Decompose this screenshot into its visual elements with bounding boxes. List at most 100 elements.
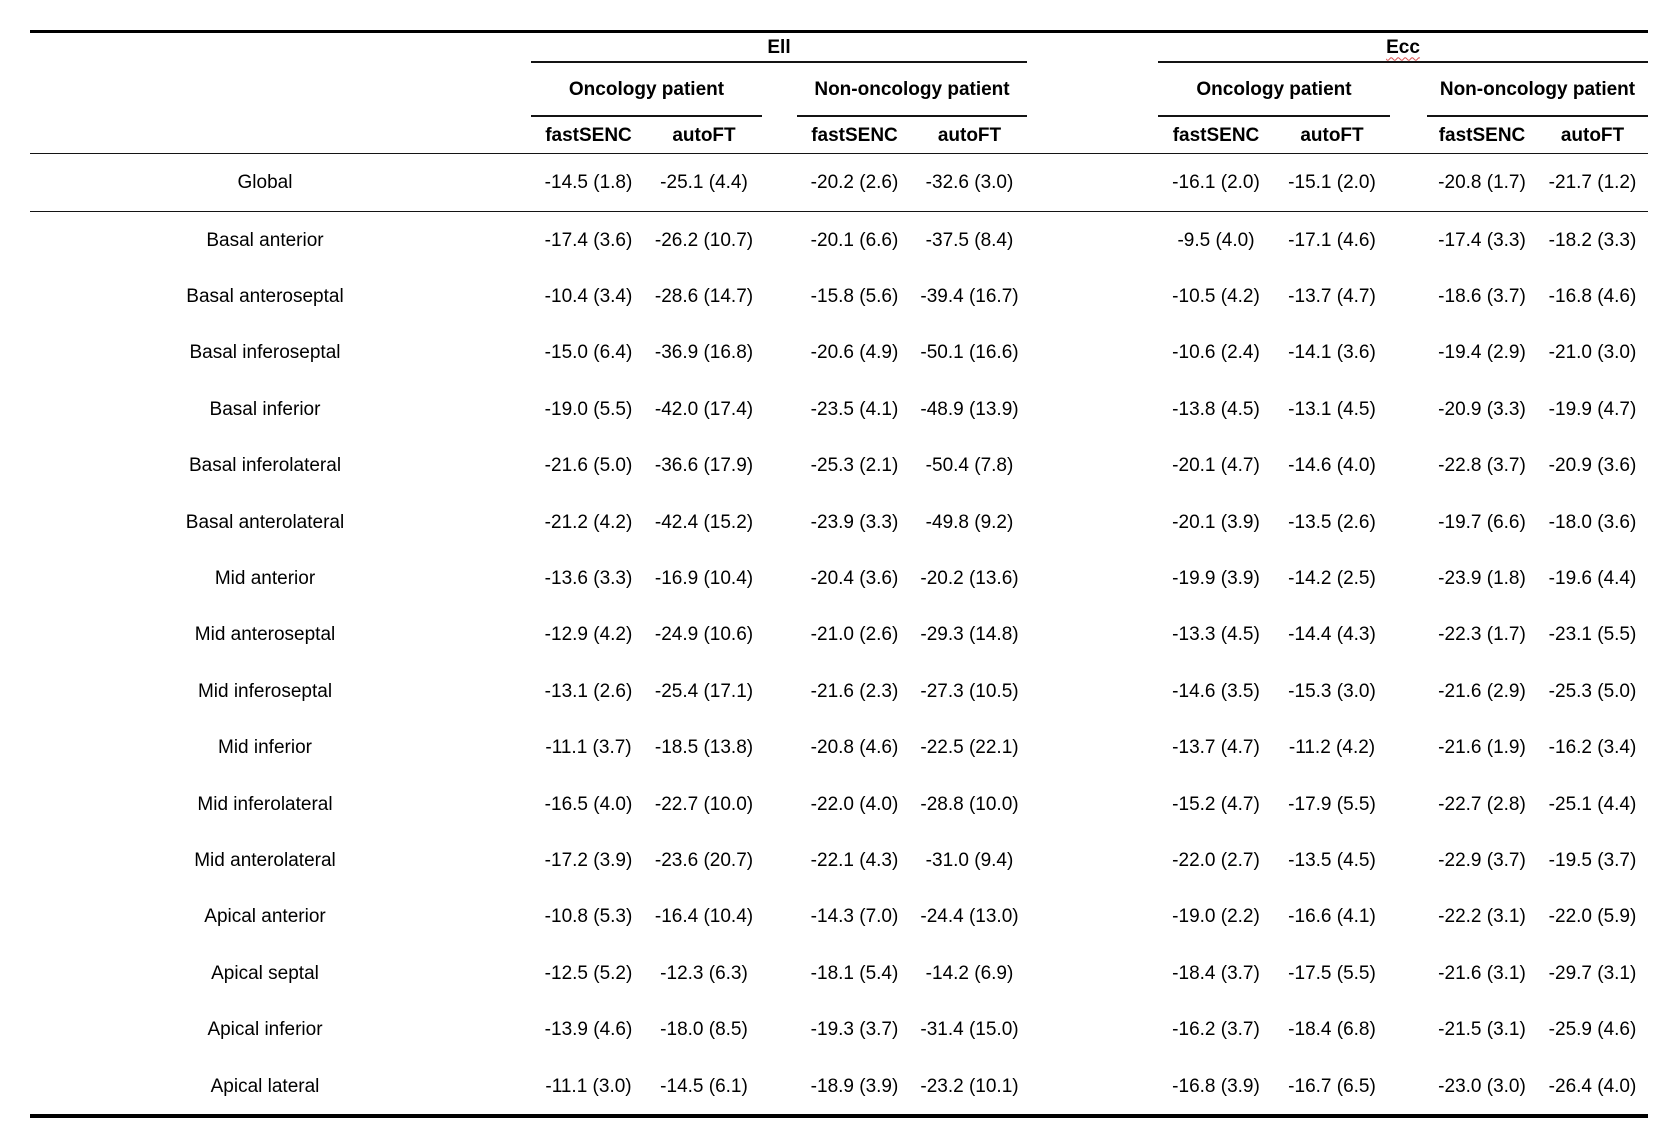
value-cell: -21.6 (1.9) (1438, 737, 1526, 759)
row-label: Mid inferoseptal (197, 680, 333, 702)
value-cell: -17.9 (5.5) (1288, 793, 1376, 815)
table-row: Basal inferolateral -21.6 (5.0) -36.6 (1… (30, 438, 1648, 494)
value-cell: -15.1 (2.0) (1288, 172, 1376, 193)
row-label: Apical septal (211, 962, 319, 984)
value-cell: -19.9 (3.9) (1172, 568, 1260, 590)
value-cell: -14.6 (4.0) (1288, 455, 1376, 477)
value-cell: -13.7 (4.7) (1172, 737, 1260, 759)
table-body: Global -14.5 (1.8) -25.1 (4.4) -20.2 (2.… (30, 154, 1648, 1114)
col-method-fastsenc: fastSENC (1172, 124, 1260, 146)
value-cell: -24.4 (13.0) (920, 906, 1019, 928)
row-label: Basal inferior (209, 398, 321, 420)
value-cell: -16.1 (2.0) (1172, 172, 1260, 193)
value-cell: -22.0 (5.9) (1548, 906, 1637, 928)
value-cell: -27.3 (10.5) (920, 680, 1019, 702)
row-label: Global (237, 172, 293, 193)
row-label: Apical anterior (204, 906, 326, 928)
value-cell: -23.6 (20.7) (654, 849, 754, 871)
value-cell: -16.2 (3.4) (1548, 737, 1637, 759)
row-label: Mid anteroseptal (194, 624, 336, 646)
value-cell: -22.3 (1.7) (1438, 624, 1526, 646)
table-row: Mid inferoseptal -13.1 (2.6) -25.4 (17.1… (30, 663, 1648, 719)
value-cell: -14.2 (2.5) (1288, 568, 1376, 590)
value-cell: -25.3 (5.0) (1548, 680, 1637, 702)
value-cell: -19.0 (5.5) (544, 398, 633, 420)
value-cell: -20.1 (6.6) (810, 229, 899, 251)
value-cell: -21.7 (1.2) (1548, 172, 1637, 193)
value-cell: -21.6 (2.3) (810, 680, 899, 702)
value-cell: -14.4 (4.3) (1288, 624, 1376, 646)
table-row: Mid anterolateral -17.2 (3.9) -23.6 (20.… (30, 832, 1648, 888)
value-cell: -17.4 (3.6) (544, 229, 633, 251)
value-cell: -16.8 (4.6) (1548, 286, 1637, 308)
value-cell: -21.6 (2.9) (1438, 680, 1526, 702)
value-cell: -32.6 (3.0) (925, 172, 1014, 193)
value-cell: -23.0 (3.0) (1438, 1075, 1526, 1097)
value-cell: -18.6 (3.7) (1438, 286, 1526, 308)
value-cell: -14.1 (3.6) (1288, 342, 1376, 364)
value-cell: -20.9 (3.6) (1548, 455, 1637, 477)
value-cell: -19.5 (3.7) (1548, 849, 1637, 871)
value-cell: -20.8 (4.6) (810, 737, 899, 759)
value-cell: -10.6 (2.4) (1172, 342, 1260, 364)
value-cell: -48.9 (13.9) (920, 398, 1019, 420)
col-subgroup-ecc-oncology: Oncology patient (1158, 63, 1390, 117)
row-label: Apical inferior (207, 1019, 323, 1041)
value-cell: -13.8 (4.5) (1172, 398, 1260, 420)
value-cell: -18.2 (3.3) (1548, 229, 1637, 251)
row-label: Mid anterior (214, 568, 316, 590)
value-cell: -28.8 (10.0) (920, 793, 1019, 815)
value-cell: -25.9 (4.6) (1548, 1019, 1637, 1041)
row-label: Apical lateral (210, 1075, 320, 1097)
row-label: Mid anterolateral (194, 849, 336, 871)
col-subgroup-ecc-non-oncology: Non-oncology patient (1427, 63, 1648, 117)
value-cell: -21.0 (2.6) (810, 624, 899, 646)
value-cell: -10.5 (4.2) (1172, 286, 1260, 308)
value-cell: -21.6 (5.0) (544, 455, 633, 477)
col-method-autoft: autoFT (937, 124, 1002, 146)
segmental-strain-table: Ell Ecc Oncology patient Non-oncology pa… (30, 30, 1648, 1119)
table-row: Basal anteroseptal -10.4 (3.4) -28.6 (14… (30, 268, 1648, 324)
row-label: Mid inferolateral (197, 793, 333, 815)
col-subgroup-ell-oncology: Oncology patient (531, 63, 762, 117)
value-cell: -13.3 (4.5) (1172, 624, 1260, 646)
value-cell: -20.8 (1.7) (1438, 172, 1526, 193)
value-cell: -22.2 (3.1) (1438, 906, 1526, 928)
value-cell: -11.1 (3.0) (545, 1075, 632, 1097)
value-cell: -22.8 (3.7) (1438, 455, 1526, 477)
value-cell: -14.6 (3.5) (1172, 680, 1260, 702)
value-cell: -12.9 (4.2) (544, 624, 633, 646)
value-cell: -31.0 (9.4) (925, 849, 1014, 871)
value-cell: -25.1 (4.4) (1548, 793, 1637, 815)
table-row: Global -14.5 (1.8) -25.1 (4.4) -20.2 (2.… (30, 154, 1648, 212)
value-cell: -19.9 (4.7) (1548, 398, 1637, 420)
value-cell: -21.2 (4.2) (544, 511, 633, 533)
row-label: Basal inferolateral (188, 455, 342, 477)
value-cell: -18.1 (5.4) (810, 962, 899, 984)
table-row: Mid anteroseptal -12.9 (4.2) -24.9 (10.6… (30, 607, 1648, 663)
value-cell: -11.1 (3.7) (545, 737, 632, 759)
col-method-autoft: autoFT (1560, 124, 1625, 146)
row-label: Basal anteroseptal (186, 286, 344, 308)
col-method-fastsenc: fastSENC (1438, 124, 1526, 146)
value-cell: -17.2 (3.9) (544, 849, 633, 871)
value-cell: -36.9 (16.8) (654, 342, 754, 364)
col-group-ecc: Ecc (1158, 33, 1648, 63)
value-cell: -14.5 (1.8) (544, 172, 633, 193)
value-cell: -36.6 (17.9) (654, 455, 754, 477)
value-cell: -19.3 (3.7) (810, 1019, 899, 1041)
value-cell: -22.7 (10.0) (654, 793, 754, 815)
value-cell: -13.7 (4.7) (1288, 286, 1376, 308)
value-cell: -21.5 (3.1) (1438, 1019, 1526, 1041)
value-cell: -29.7 (3.1) (1548, 962, 1637, 984)
table-row: Apical inferior -13.9 (4.6) -18.0 (8.5) … (30, 1001, 1648, 1057)
value-cell: -16.4 (10.4) (654, 906, 754, 928)
value-cell: -20.9 (3.3) (1438, 398, 1526, 420)
value-cell: -16.7 (6.5) (1288, 1075, 1376, 1097)
value-cell: -20.2 (13.6) (920, 568, 1019, 590)
value-cell: -14.2 (6.9) (925, 962, 1014, 984)
value-cell: -23.2 (10.1) (920, 1075, 1019, 1097)
value-cell: -21.6 (3.1) (1438, 962, 1526, 984)
group-label-ell: Ell (767, 36, 791, 58)
